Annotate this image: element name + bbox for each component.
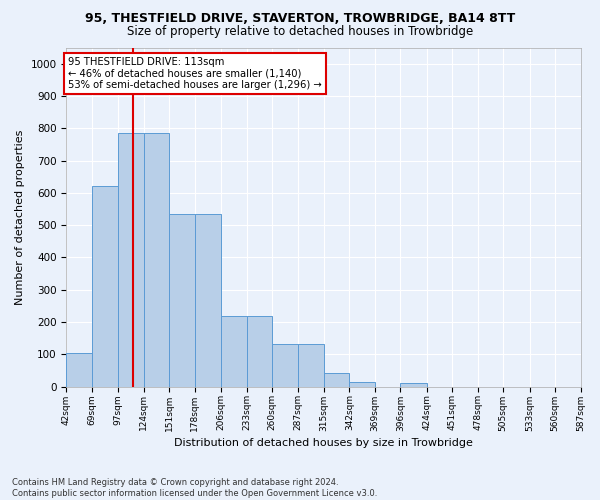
Bar xyxy=(144,133,169,386)
Text: 95 THESTFIELD DRIVE: 113sqm
← 46% of detached houses are smaller (1,140)
53% of : 95 THESTFIELD DRIVE: 113sqm ← 46% of det… xyxy=(68,57,322,90)
Bar xyxy=(400,384,427,386)
Text: Size of property relative to detached houses in Trowbridge: Size of property relative to detached ho… xyxy=(127,25,473,38)
Bar xyxy=(67,354,92,386)
Bar xyxy=(194,214,221,386)
Bar xyxy=(247,316,272,386)
Text: 95, THESTFIELD DRIVE, STAVERTON, TROWBRIDGE, BA14 8TT: 95, THESTFIELD DRIVE, STAVERTON, TROWBRI… xyxy=(85,12,515,26)
X-axis label: Distribution of detached houses by size in Trowbridge: Distribution of detached houses by size … xyxy=(174,438,473,448)
Bar xyxy=(92,186,118,386)
Bar xyxy=(169,214,194,386)
Bar xyxy=(324,373,349,386)
Y-axis label: Number of detached properties: Number of detached properties xyxy=(15,130,25,304)
Bar xyxy=(221,316,247,386)
Bar xyxy=(118,133,144,386)
Bar xyxy=(298,344,324,386)
Bar xyxy=(272,344,298,386)
Text: Contains HM Land Registry data © Crown copyright and database right 2024.
Contai: Contains HM Land Registry data © Crown c… xyxy=(12,478,377,498)
Bar xyxy=(349,382,375,386)
